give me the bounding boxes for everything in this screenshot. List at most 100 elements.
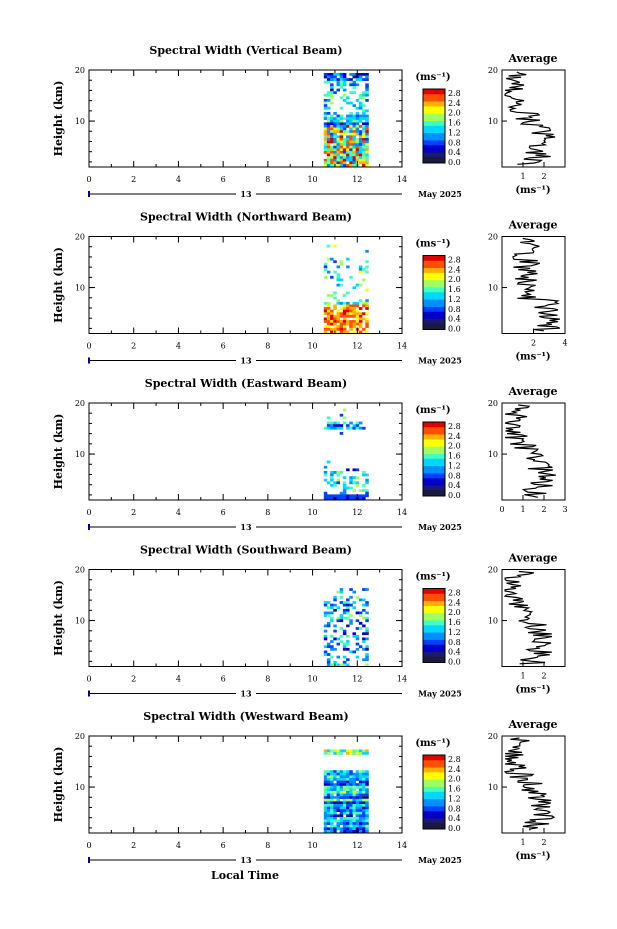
heatmap-cell (333, 314, 337, 318)
heatmap-cell (342, 88, 347, 92)
heatmap-cell (346, 809, 350, 812)
heatmap-cell (349, 122, 353, 126)
heatmap-cell (365, 270, 369, 274)
heatmap-cell (336, 752, 340, 755)
heatmap-cell (336, 473, 340, 477)
heatmap-cell (365, 806, 369, 810)
heatmap-cell (330, 88, 334, 92)
colorbar-segment (423, 784, 445, 787)
colorbar-label: 2.4 (448, 765, 461, 774)
heatmap-cell (349, 117, 353, 120)
heatmap-cell (342, 804, 347, 807)
heatmap-cell (346, 486, 350, 490)
heatmap-cell (349, 132, 353, 136)
heatmap-cell (352, 114, 356, 118)
average-title: Average (507, 552, 557, 565)
heatmap-cell (342, 830, 347, 833)
heatmap-cell (323, 798, 328, 802)
heatmap-cell (358, 106, 363, 110)
heatmap-cell (365, 119, 369, 123)
colorbar-label: 0.0 (448, 824, 461, 833)
heatmap-cell (355, 655, 360, 659)
heatmap-cell (349, 156, 353, 159)
heatmap-cell (362, 78, 366, 81)
heatmap-cell (339, 127, 344, 131)
heatmap-cell (362, 132, 366, 136)
heatmap-cell (365, 260, 369, 264)
heatmap-cell (352, 145, 356, 149)
heatmap-cell (358, 497, 363, 500)
heatmap-cell (362, 130, 366, 133)
heatmap-cell (365, 791, 369, 794)
heatmap-cell (362, 473, 366, 477)
x-tick-label: 8 (265, 508, 270, 517)
heatmap-cell (326, 161, 331, 165)
heatmap-cell (358, 314, 363, 318)
heatmap-cell (336, 471, 340, 474)
heatmap-cell (339, 770, 344, 773)
heatmap-cell (346, 78, 350, 81)
heatmap-cell (365, 127, 369, 131)
heatmap-cell (342, 125, 347, 128)
heatmap-cell (323, 112, 328, 115)
heatmap-cell (323, 93, 328, 97)
heatmap-cell (342, 148, 347, 152)
colorbar-segment (423, 629, 445, 633)
heatmap-cell (326, 145, 331, 149)
heatmap-cell (362, 91, 366, 94)
heatmap-cell (333, 608, 337, 612)
heatmap-cell (349, 778, 353, 781)
heatmap-cell (362, 164, 366, 167)
heatmap-cell (355, 106, 360, 110)
colorbar-label: 1.6 (448, 785, 461, 794)
heatmap-cell (349, 127, 353, 131)
heatmap-cell (342, 164, 347, 167)
heatmap-cell (355, 642, 360, 646)
heatmap-cell (342, 608, 347, 612)
heatmap-cell (339, 811, 344, 815)
heatmap-cell (365, 78, 369, 81)
heatmap-cell (323, 601, 328, 604)
heatmap-cell (352, 424, 356, 427)
heatmap-cell (323, 814, 328, 818)
heatmap-cell (352, 307, 356, 310)
heatmap-cell (365, 817, 369, 820)
heatmap-cell (352, 606, 356, 610)
heatmap-cell (365, 161, 369, 165)
heatmap-cell (333, 291, 337, 295)
heatmap-cell (326, 796, 331, 799)
heatmap-cell (358, 114, 363, 118)
heatmap-cell (333, 117, 337, 120)
colorbar-segment (423, 767, 445, 770)
heatmap-cell (339, 330, 344, 334)
heatmap-cell (323, 650, 328, 654)
heatmap-cell (330, 830, 334, 833)
colorbar-label: 0.0 (448, 158, 461, 167)
heatmap-cell (352, 158, 356, 162)
heatmap-cell (346, 824, 350, 828)
heatmap-cell (339, 619, 344, 623)
heatmap-cell (339, 130, 344, 133)
heatmap-cell (346, 791, 350, 794)
heatmap-cell (330, 158, 334, 162)
heatmap-cell (358, 145, 363, 149)
heatmap-cell (346, 642, 350, 646)
heatmap-cell (346, 624, 350, 628)
average-x-tick-label: 2 (531, 339, 536, 348)
average-profile-line (504, 404, 556, 498)
heatmap-cell (342, 78, 347, 81)
heatmap-cell (362, 127, 366, 131)
heatmap-cell (358, 270, 363, 274)
colorbar-segment (423, 593, 445, 597)
heatmap-cell (339, 426, 344, 430)
heatmap-cell (355, 317, 360, 321)
heatmap-cell (358, 135, 363, 139)
average-x-tick-label: 0 (499, 505, 504, 514)
heatmap-cell (342, 132, 347, 136)
heatmap-cell (355, 117, 360, 120)
panel-3: Spectral Width (Eastward Beam)2010Height… (52, 377, 568, 532)
heatmap-cell (336, 590, 340, 594)
heatmap-cell (326, 327, 331, 331)
heatmap-cell (326, 660, 331, 664)
heatmap-cell (362, 603, 366, 607)
